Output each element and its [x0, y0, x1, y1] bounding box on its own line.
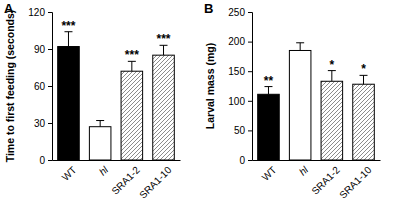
error-bar	[328, 71, 336, 82]
significance: *	[361, 62, 366, 76]
significance: ***	[157, 32, 171, 46]
tick-label: 120	[28, 7, 45, 18]
error-bar	[360, 75, 368, 84]
tick-mark	[248, 71, 252, 72]
error-bar	[128, 61, 136, 71]
tick-label: 150	[228, 66, 245, 77]
panel: *** *** *** 0 30 60 90 120 WT hlSRA1-2SRA1-10 Time…	[4, 1, 181, 201]
x-axis: WT hlSRA1-2SRA1-10	[253, 160, 381, 201]
error-bar-stem	[331, 71, 332, 82]
tick-mark	[248, 42, 252, 43]
tick: SRA1-10	[337, 160, 374, 201]
error-bar-stem	[268, 87, 269, 95]
error-bar-stem	[68, 32, 69, 47]
tick-label: 50	[234, 125, 246, 136]
tick-mark	[248, 101, 252, 102]
tick-mark	[48, 12, 52, 13]
plot-area	[58, 32, 175, 160]
tick-mark	[48, 123, 52, 124]
error-bar	[96, 121, 104, 127]
tick: hl	[97, 160, 111, 178]
tick-label: hl	[297, 164, 311, 178]
error-bar	[160, 45, 168, 55]
bar	[321, 81, 343, 160]
tick-label: 0	[39, 155, 45, 166]
bar	[121, 71, 143, 160]
plot-area	[258, 43, 375, 160]
tick-label: hl	[97, 164, 111, 178]
error-bar-stem	[100, 121, 101, 127]
tick: SRA1-10	[137, 160, 174, 201]
significance: ***	[125, 48, 139, 62]
tick-label: 200	[228, 36, 245, 47]
tick: 120	[28, 7, 52, 18]
error-bar	[264, 87, 272, 95]
tick-label: 0	[239, 155, 245, 166]
tick: 0	[39, 155, 52, 166]
tick-label: WT	[260, 164, 279, 183]
tick: 30	[34, 118, 52, 129]
tick-label: 90	[34, 44, 46, 55]
tick: 250	[228, 7, 252, 18]
tick-label: 100	[228, 96, 245, 107]
tick: 150	[228, 66, 252, 77]
error-bar	[64, 32, 72, 47]
error-bar-stem	[163, 45, 164, 55]
tick-label: 60	[34, 81, 46, 92]
tick: WT	[260, 160, 279, 183]
axis-line	[248, 13, 253, 161]
bar	[58, 47, 80, 160]
significance: *	[330, 58, 335, 72]
y-axis-title: Time to first feeding (seconds)	[4, 10, 16, 163]
tick-label: SRA1-10	[337, 164, 374, 201]
tick: SRA1-2	[309, 160, 342, 197]
tick: 50	[234, 125, 252, 136]
tick-label: SRA1-10	[137, 164, 174, 201]
tick-mark	[48, 160, 52, 161]
y-axis: 0 50 100 150 200 250	[228, 7, 252, 166]
tick: 200	[228, 36, 252, 47]
tick-mark	[248, 12, 252, 13]
figure: *********0306090120WThlSRA1-2SRA1-10Time…	[0, 0, 394, 210]
y-axis-title: Larval mass (mg)	[204, 43, 216, 129]
panel-label: A	[4, 1, 14, 16]
tick: 90	[34, 44, 52, 55]
tick-label: 30	[34, 118, 46, 129]
significance: ***	[61, 19, 75, 33]
error-bar	[296, 43, 304, 51]
tick: WT	[60, 160, 79, 183]
bar	[258, 94, 280, 160]
tick-mark	[248, 130, 252, 131]
y-axis: 0 30 60 90 120	[28, 7, 52, 166]
error-bar-cap	[296, 42, 304, 43]
axis-line	[48, 13, 53, 161]
tick-mark	[48, 86, 52, 87]
panel: ****050100150200250WThlSRA1-2SRA1-10Larv…	[204, 1, 381, 201]
tick: 0	[239, 155, 252, 166]
error-bar-stem	[300, 43, 301, 51]
significance: **	[264, 74, 274, 88]
panel-label: B	[204, 1, 213, 16]
axis-line	[253, 160, 381, 161]
bar	[153, 55, 175, 160]
tick: hl	[297, 160, 311, 178]
error-bar-cap	[96, 120, 104, 121]
tick-label: WT	[60, 164, 79, 183]
bar	[289, 50, 311, 160]
axis-line	[53, 160, 181, 161]
error-bar-stem	[131, 61, 132, 71]
tick: 100	[228, 96, 252, 107]
tick-label: 250	[228, 7, 245, 18]
tick-mark	[248, 160, 252, 161]
x-axis: WT hlSRA1-2SRA1-10	[53, 160, 181, 201]
bar	[89, 127, 111, 160]
tick: SRA1-2	[109, 160, 142, 197]
error-bar-stem	[363, 75, 364, 84]
tick: 60	[34, 81, 52, 92]
bar	[353, 84, 375, 160]
tick-mark	[48, 49, 52, 50]
